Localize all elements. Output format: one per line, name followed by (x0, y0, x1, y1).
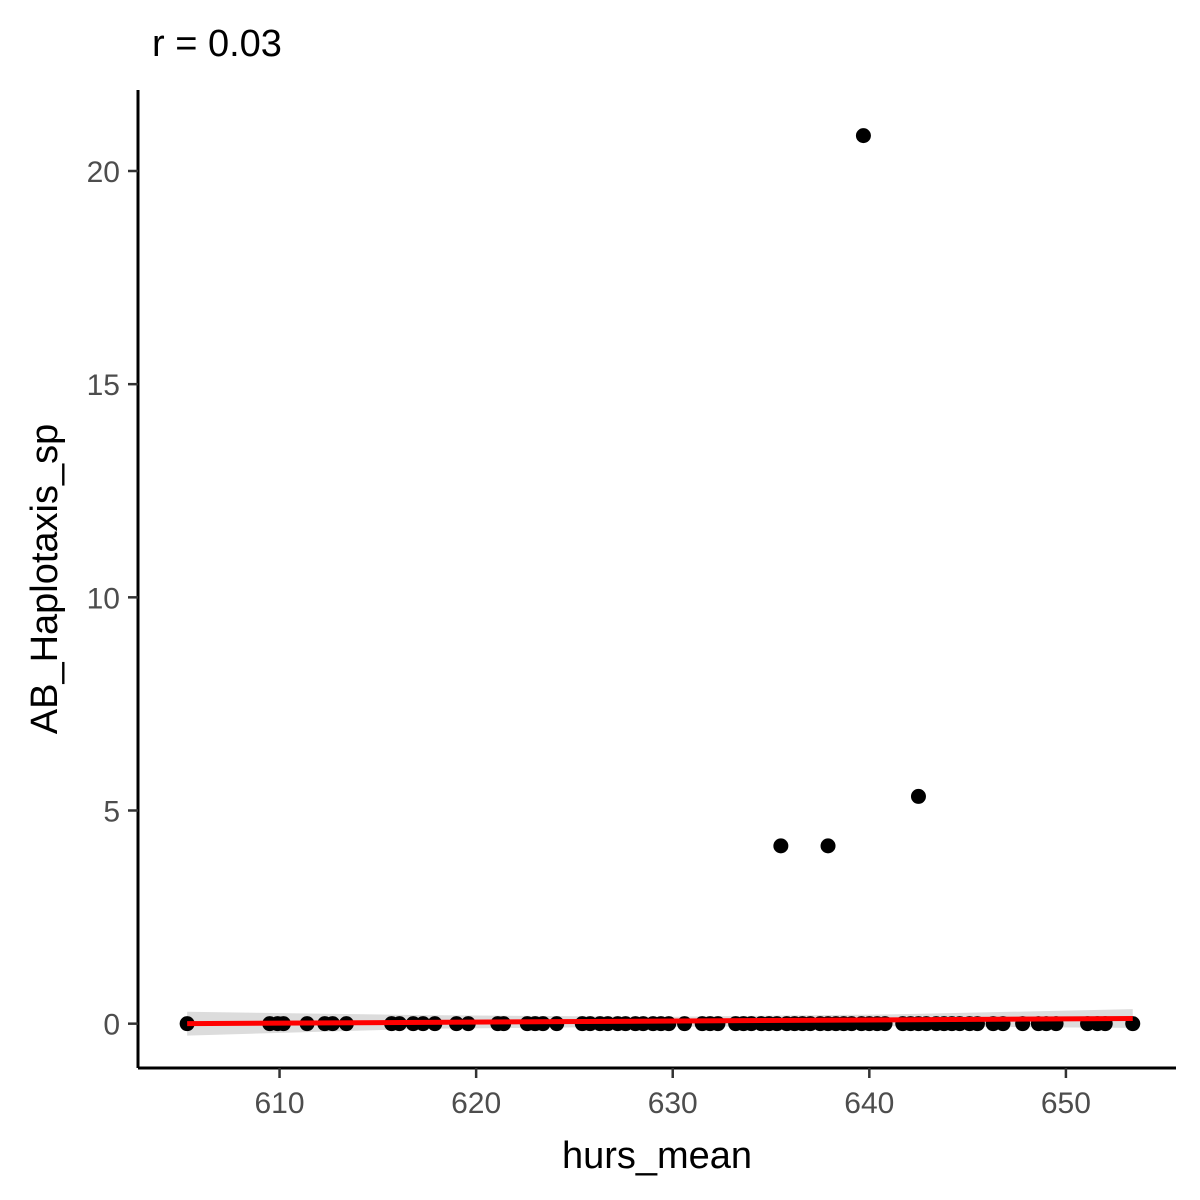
data-points-layer (179, 128, 1141, 1032)
x-tick-label: 650 (1041, 1087, 1091, 1120)
data-point (773, 838, 789, 854)
x-tick-label: 620 (451, 1087, 501, 1120)
y-tick-label: 10 (87, 582, 120, 615)
data-point (661, 1016, 677, 1032)
y-tick-label: 0 (103, 1009, 120, 1042)
y-tick-label: 20 (87, 156, 120, 189)
data-point (820, 838, 836, 854)
y-axis-ticks: 0 5 10 15 20 (87, 156, 138, 1042)
x-axis-title: hurs_mean (562, 1135, 752, 1177)
y-tick-label: 5 (103, 795, 120, 828)
data-point (855, 128, 871, 144)
fit-line-layer (187, 1016, 1133, 1027)
chart-title: r = 0.03 (152, 23, 282, 65)
x-tick-label: 640 (844, 1087, 894, 1120)
x-axis-ticks: 610 620 630 640 650 (255, 1068, 1091, 1120)
data-point (910, 788, 926, 804)
y-axis-title: AB_Haplotaxis_sp (24, 424, 66, 735)
x-tick-label: 610 (255, 1087, 305, 1120)
regression-line (187, 1016, 1133, 1027)
data-point (677, 1016, 693, 1032)
y-tick-label: 15 (87, 369, 120, 402)
x-tick-label: 630 (648, 1087, 698, 1120)
